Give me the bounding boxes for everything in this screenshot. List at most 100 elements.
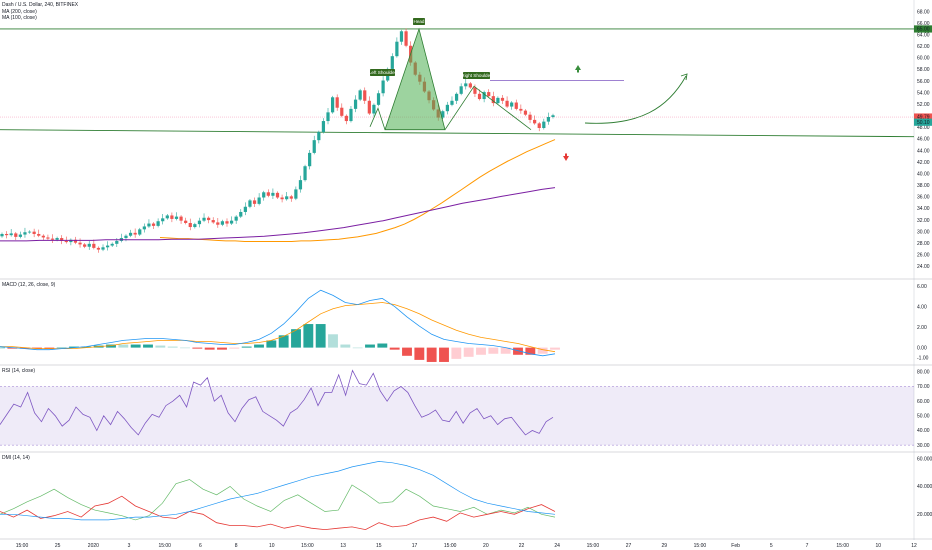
label-left-shoulder-box — [370, 69, 395, 76]
candle-body — [216, 222, 220, 225]
candle-body — [179, 216, 183, 221]
projection-arrowhead — [680, 73, 688, 81]
candle-body — [64, 240, 68, 243]
candle-body — [248, 200, 252, 207]
candle-body — [142, 226, 146, 230]
candle-body — [399, 31, 404, 42]
ma-200-line — [0, 187, 556, 242]
price-tick-label: 36.00 — [917, 195, 930, 201]
time-tick-label: 15:00 — [587, 543, 600, 549]
candle-body — [285, 196, 289, 200]
candle-body — [92, 243, 96, 248]
candle-body — [32, 231, 36, 234]
macd-bar — [377, 343, 388, 348]
candle-body — [473, 87, 477, 94]
macd-bar — [0, 347, 5, 349]
candle-body — [459, 86, 463, 94]
macd-bar — [106, 344, 116, 348]
macd-tick-label: 2.00 — [917, 325, 927, 331]
price-tick-label: 62.00 — [917, 44, 930, 50]
rsi-line — [0, 369, 554, 436]
candle-body — [188, 222, 192, 228]
candle-body — [496, 97, 500, 104]
candle-body — [266, 192, 270, 196]
candle-body — [289, 196, 293, 199]
candle-body — [4, 233, 9, 236]
candle-body — [239, 211, 243, 217]
rsi-legend: RSI (14, close) — [2, 368, 36, 374]
macd-bar — [439, 347, 449, 362]
macd-bar — [303, 324, 314, 348]
candle-body — [454, 93, 459, 101]
time-tick-label: 17 — [412, 543, 418, 549]
candle-body — [124, 235, 128, 239]
candle-body — [78, 242, 82, 245]
price-tick-label: 24.00 — [917, 264, 930, 270]
macd-bar — [402, 347, 412, 356]
candle-body — [165, 215, 169, 219]
macd-tick-label: 4.00 — [917, 304, 927, 310]
macd-bar — [315, 324, 326, 348]
candle-body — [23, 232, 27, 235]
price-label-current-box — [914, 113, 932, 121]
candle-body — [381, 80, 385, 94]
macd-bar — [32, 347, 42, 349]
di-minus-line — [0, 495, 556, 531]
candle-body — [9, 233, 13, 236]
candle-body — [363, 90, 367, 101]
price-label-current: 49.79 — [917, 115, 930, 121]
rsi-tick-label: 70.00 — [917, 384, 930, 390]
candle-body — [133, 232, 137, 235]
macd-bar — [217, 347, 227, 350]
candle-body — [50, 238, 55, 240]
candle-body — [376, 93, 381, 105]
dmi-tick-label: 60.0000 — [917, 456, 932, 462]
candle-body — [298, 180, 303, 190]
candle-body — [73, 239, 78, 243]
time-tick-label: 24 — [554, 543, 560, 549]
candle-body — [468, 83, 472, 88]
candle-body — [294, 189, 298, 199]
candle-body — [353, 99, 358, 109]
macd-bar — [118, 344, 129, 348]
main-legend: Dash / U.S. Dollar, 240, BITFINEX MA (20… — [2, 2, 78, 22]
price-tick-label: 64.00 — [917, 32, 930, 38]
candle-body — [83, 244, 87, 247]
time-tick-label: 15 — [376, 543, 382, 549]
candle-body — [18, 234, 22, 237]
candle-body — [60, 238, 64, 241]
candle-body — [41, 235, 45, 238]
projection-curve — [584, 75, 687, 124]
time-tick-label: 15:00 — [16, 543, 29, 549]
dmi-legend: DMI (14, 14) — [2, 455, 30, 461]
time-tick-label: 27 — [626, 543, 632, 549]
candle-body — [404, 31, 408, 46]
candle-body — [101, 247, 105, 250]
macd-bar — [229, 347, 240, 349]
candle-body — [487, 92, 491, 97]
macd-bar — [204, 347, 215, 350]
candle-body — [523, 110, 528, 115]
candle-body — [138, 229, 142, 235]
candle-body — [207, 217, 211, 221]
candle-body — [519, 108, 523, 111]
macd-bar — [426, 347, 437, 362]
candle-body — [27, 231, 32, 233]
macd-bar — [340, 344, 351, 348]
macd-bar — [463, 347, 474, 357]
time-tick-label: 5 — [770, 543, 773, 549]
candle-body — [257, 197, 261, 204]
rsi-band — [0, 386, 914, 446]
time-tick-label: 8 — [235, 543, 238, 549]
candle-body — [395, 41, 399, 57]
buy-arrow-stem — [577, 70, 579, 73]
macd-bar — [130, 344, 141, 348]
time-tick-label: 12 — [911, 543, 917, 549]
time-tick-label: 7 — [806, 543, 809, 549]
chart-title: Dash / U.S. Dollar, 240, BITFINEX — [2, 2, 79, 8]
candle-body — [335, 97, 339, 108]
macd-bar — [167, 346, 178, 348]
price-tick-label: 34.00 — [917, 206, 930, 212]
macd-bar — [7, 347, 18, 349]
